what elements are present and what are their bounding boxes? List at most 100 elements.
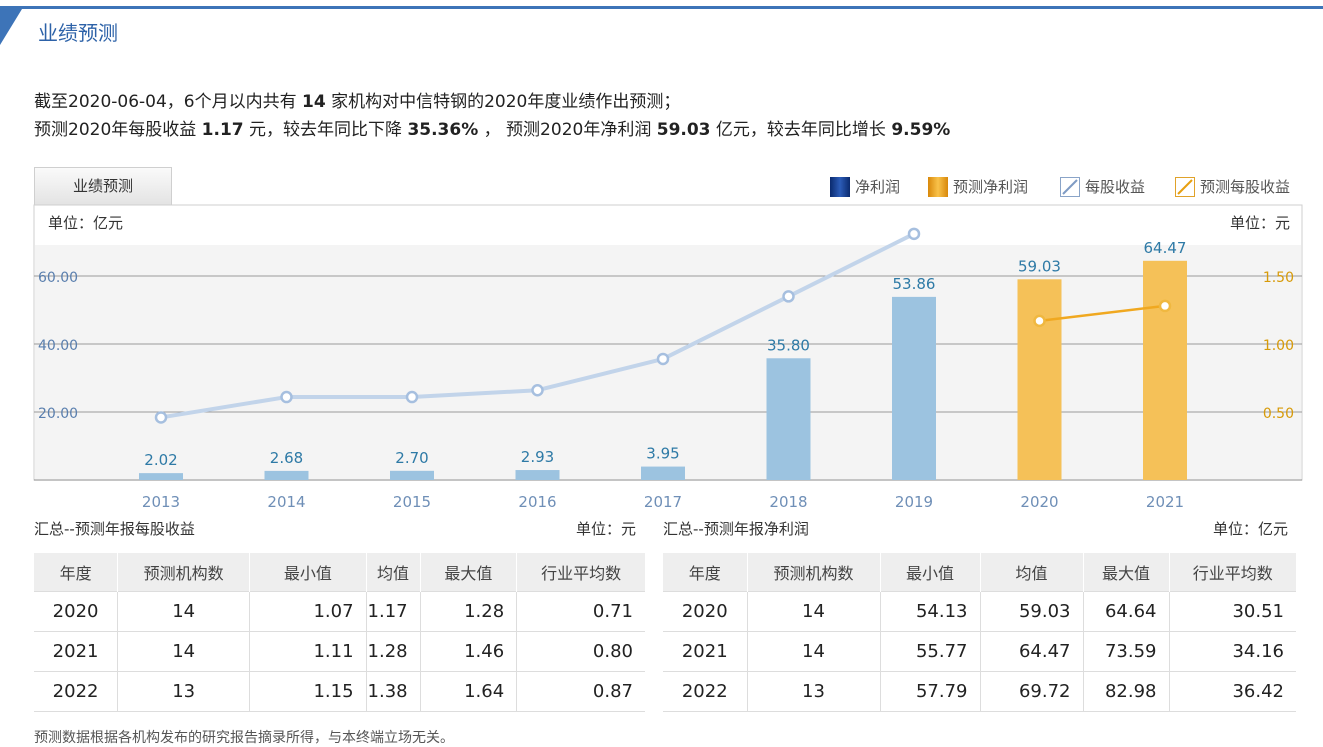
summary-text: 亿元，较去年同比增长: [715, 120, 886, 140]
legend-swatch: [1060, 176, 1080, 197]
legend-forecast-eps[interactable]: 预测每股收益: [1175, 176, 1290, 197]
legend-swatch: [928, 176, 948, 197]
table-cell: 2020: [663, 591, 747, 632]
eps-table: 年度 预测机构数 最小值 均值 最大值 行业平均数 2020 14 1.07 1.17 1.28 0…: [34, 553, 645, 712]
bar-data-label: 2.68: [270, 449, 303, 467]
table-cell: 2022: [34, 671, 118, 712]
eps-point: [531, 383, 544, 397]
table-cell: 64.64: [1082, 591, 1169, 632]
net-profit-change-value: 9.59%: [891, 120, 951, 140]
x-tick-label: 2020: [1020, 493, 1058, 511]
table-cell: 14: [746, 631, 880, 672]
summary-text: 预测2020年每股收益: [34, 120, 197, 140]
table-cell: 1.28: [419, 591, 517, 632]
x-tick-label: 2015: [393, 493, 431, 511]
y-tick-label-right: 1.50: [1263, 270, 1294, 286]
forecast-net-profit-bar: [1017, 279, 1062, 480]
column-header: 行业平均数: [1168, 553, 1296, 592]
summary-text: 截至2020-06-04，6个月以内共有: [34, 92, 297, 112]
right-axis-unit: 单位：元: [1230, 214, 1291, 232]
net-profit-bar: [139, 473, 183, 480]
forecast-net-profit-bar: [1143, 260, 1187, 480]
x-tick-label: 2021: [1146, 493, 1184, 511]
column-header: 年度: [34, 553, 118, 592]
x-tick-label: 2013: [142, 493, 180, 511]
summary-line-1: 截至2020-06-04，6个月以内共有 14 家机构对中信特钢的2020年度业…: [34, 87, 680, 112]
table-cell: 14: [746, 591, 880, 632]
table-cell: 1.64: [419, 671, 517, 712]
section-header: 业绩预测: [0, 0, 1323, 50]
table-cell: 2021: [663, 631, 747, 672]
y-tick-label-left: 60.00: [38, 270, 78, 286]
legend-swatch: [830, 176, 850, 197]
table-cell: 69.72: [979, 671, 1083, 712]
eps-table-caption: 汇总--预测年报每股收益: [34, 520, 195, 538]
column-header: 年度: [663, 553, 747, 592]
table-row: 2021 14 55.77 64.47 73.59 34.16: [663, 631, 1296, 672]
column-header: 行业平均数: [516, 553, 645, 592]
summary-text: 元，较去年同比下降: [249, 120, 403, 140]
table-row: 2022 13 57.79 69.72 82.98 36.42: [663, 671, 1296, 712]
y-tick-label-left: 40.00: [38, 338, 78, 354]
legend-net-profit[interactable]: 净利润: [830, 176, 900, 197]
summary-line-2: 预测2020年每股收益 1.17 元，较去年同比下降 35.36% ， 预测20…: [34, 115, 950, 140]
eps-point: [280, 390, 293, 404]
column-header: 最小值: [249, 553, 367, 592]
left-axis-unit: 单位：亿元: [48, 214, 124, 232]
x-tick-label: 2014: [267, 493, 305, 511]
table-row: 2021 14 1.11 1.28 1.46 0.80: [34, 631, 645, 672]
table-header-row: 年度 预测机构数 最小值 均值 最大值 行业平均数: [34, 553, 645, 592]
institution-count: 14: [302, 92, 326, 112]
table-cell: 2021: [34, 631, 118, 672]
np-table-unit: 单位：亿元: [1213, 520, 1289, 538]
eps-point: [656, 352, 670, 366]
net-profit-bar: [892, 296, 936, 480]
x-tick-label: 2017: [644, 493, 682, 511]
section-title: 业绩预测: [38, 21, 118, 45]
table-cell: 1.17: [365, 591, 421, 632]
table-cell: 13: [117, 671, 250, 712]
table-cell: 0.71: [516, 591, 645, 632]
bar-data-label: 59.03: [1018, 257, 1061, 275]
table-cell: 64.47: [979, 631, 1083, 672]
header-rule: [0, 6, 1323, 9]
bar-data-label: 64.47: [1144, 239, 1187, 257]
legend-label: 预测每股收益: [1200, 178, 1291, 196]
column-header: 均值: [365, 553, 421, 592]
tab-forecast[interactable]: 业绩预测: [34, 167, 172, 205]
table-cell: 57.79: [879, 671, 980, 712]
table-cell: 1.28: [365, 631, 421, 672]
np-table-caption: 汇总--预测年报净利润: [663, 520, 809, 538]
column-header: 预测机构数: [746, 553, 880, 592]
forecast-eps-line: [1038, 304, 1167, 323]
header-corner: [0, 9, 22, 45]
net-profit-bar: [264, 470, 309, 480]
x-tick-label: 2016: [518, 493, 556, 511]
net-profit-bar: [515, 470, 560, 480]
legend-label: 净利润: [855, 178, 901, 196]
legend-eps[interactable]: 每股收益: [1060, 176, 1145, 197]
eps-point: [907, 227, 921, 241]
forecast-eps-point: [1033, 314, 1046, 328]
column-header: 预测机构数: [117, 553, 250, 592]
table-cell: 14: [117, 591, 250, 632]
y-tick-label-right: 1.00: [1263, 338, 1294, 354]
eps-point: [405, 390, 419, 404]
table-cell: 14: [117, 631, 250, 672]
table-cell: 34.16: [1168, 631, 1296, 672]
x-tick-label: 2019: [895, 493, 933, 511]
column-header: 最大值: [419, 553, 517, 592]
table-cell: 36.42: [1168, 671, 1296, 712]
y-tick-label-left: 20.00: [38, 406, 78, 422]
bar-data-label: 2.93: [521, 448, 554, 466]
legend-label: 每股收益: [1085, 178, 1146, 196]
table-cell: 59.03: [979, 591, 1083, 632]
table-cell: 73.59: [1082, 631, 1169, 672]
legend-forecast-net-profit[interactable]: 预测净利润: [928, 176, 1028, 197]
table-cell: 1.07: [249, 591, 367, 632]
table-cell: 2020: [34, 591, 118, 632]
table-row: 2020 14 54.13 59.03 64.64 30.51: [663, 591, 1296, 632]
column-header: 最大值: [1082, 553, 1169, 592]
table-cell: 0.80: [516, 631, 645, 672]
bar-data-label: 2.70: [395, 449, 428, 467]
